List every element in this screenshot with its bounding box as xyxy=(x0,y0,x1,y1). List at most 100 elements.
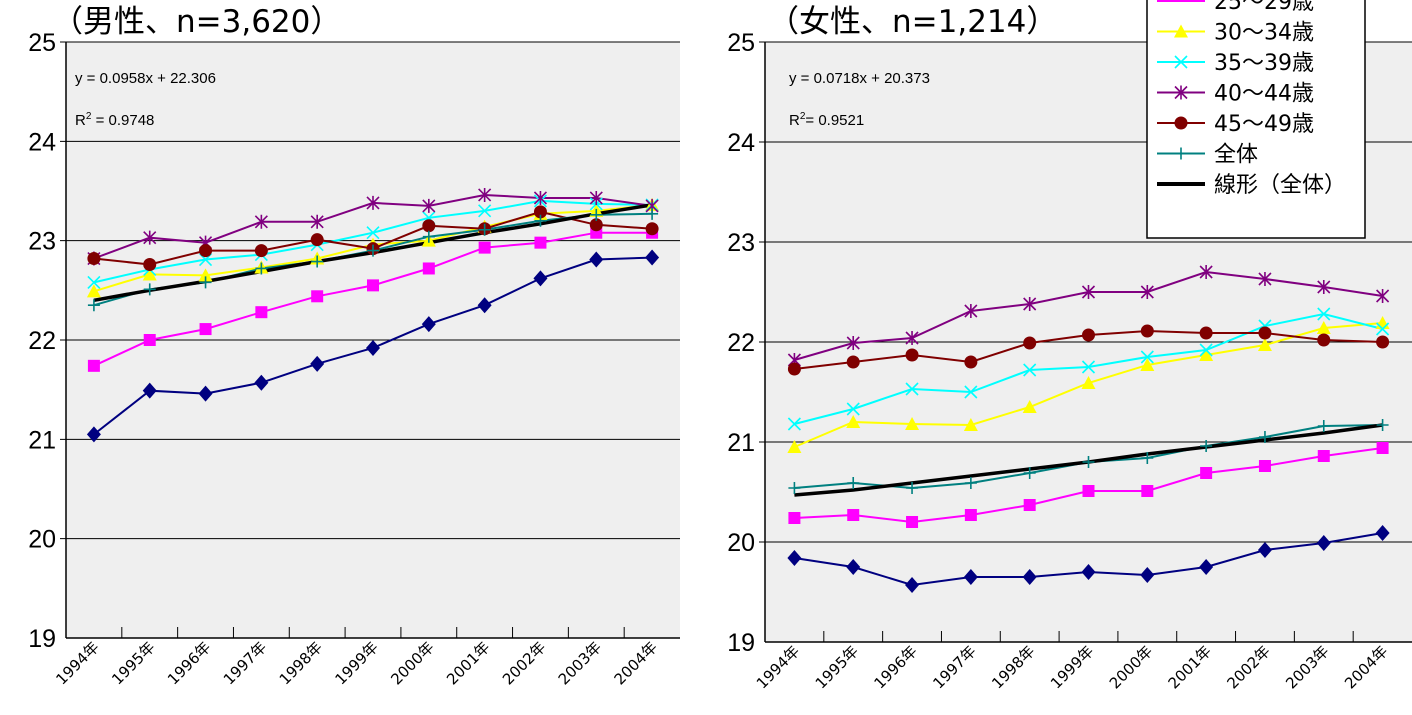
data-point-s2 xyxy=(255,306,268,319)
x-tick-label: 1996年 xyxy=(871,642,921,692)
data-point-s2 xyxy=(422,262,435,275)
data-point-total xyxy=(1376,419,1389,431)
data-point-s6 xyxy=(964,355,978,369)
data-point-total xyxy=(847,477,860,489)
data-point-s3 xyxy=(787,440,802,453)
data-point-s5 xyxy=(589,190,603,205)
data-point-total xyxy=(1023,467,1036,479)
data-point-s1 xyxy=(589,251,604,268)
y-tick-label: 19 xyxy=(28,625,56,653)
data-point-s6 xyxy=(533,205,547,219)
data-point-s4 xyxy=(905,382,919,396)
data-point-s2 xyxy=(1258,460,1271,472)
data-point-total xyxy=(422,230,435,243)
y-tick-label: 22 xyxy=(727,329,755,357)
data-point-s4 xyxy=(1081,360,1096,374)
data-point-s4 xyxy=(366,226,380,240)
data-point-s1 xyxy=(645,249,660,266)
data-point-s3 xyxy=(198,268,213,282)
data-point-s3 xyxy=(1199,348,1214,361)
y-tick-label: 20 xyxy=(727,529,755,557)
y-tick-label: 24 xyxy=(727,129,755,157)
trendline-equation-male: y = 0.0958x + 22.306 xyxy=(75,70,216,87)
data-point-s6 xyxy=(1199,326,1213,340)
data-point-s2 xyxy=(87,359,100,372)
data-point-s5 xyxy=(964,304,978,318)
data-point-total xyxy=(367,244,379,257)
data-point-s1 xyxy=(1081,564,1096,580)
data-point-s2 xyxy=(534,236,547,249)
data-point-s1 xyxy=(1257,542,1272,558)
data-point-total xyxy=(478,223,491,236)
x-tick-label: 2002年 xyxy=(499,638,549,688)
y-tick-label: 24 xyxy=(28,128,56,156)
r-squared-female: R2= 0.9521 xyxy=(789,111,864,129)
data-point-total xyxy=(1082,456,1095,468)
data-point-s6 xyxy=(422,219,436,233)
data-point-s6 xyxy=(1023,336,1037,350)
legend-marker xyxy=(1175,147,1187,160)
data-point-total xyxy=(87,299,100,312)
x-tick-label: 2004年 xyxy=(1341,642,1391,692)
data-point-s3 xyxy=(846,415,861,428)
y-tick-label: 19 xyxy=(727,629,755,657)
data-point-s1 xyxy=(905,577,920,593)
data-point-s3 xyxy=(86,284,101,298)
data-point-s1 xyxy=(1316,535,1331,551)
data-point-s5 xyxy=(1258,272,1272,286)
data-point-s1 xyxy=(1199,559,1214,575)
y-tick-label: 21 xyxy=(28,426,56,454)
data-point-s1 xyxy=(787,550,802,566)
y-tick-label: 25 xyxy=(727,29,755,57)
data-point-s6 xyxy=(143,258,157,272)
chart-title-male: （男性、n=3,620） xyxy=(52,4,341,40)
data-point-s1 xyxy=(1022,569,1037,585)
data-point-s1 xyxy=(142,382,157,399)
x-tick-label: 2003年 xyxy=(1282,642,1332,692)
r-squared-value: = 0.9521 xyxy=(805,112,864,129)
legend-marker xyxy=(1174,116,1188,130)
legend-label: 35～39歳 xyxy=(1214,51,1314,76)
data-point-s4 xyxy=(846,402,860,416)
data-point-total xyxy=(534,214,547,227)
data-point-s2 xyxy=(1023,499,1036,511)
data-point-s1 xyxy=(366,339,380,356)
y-tick-label: 21 xyxy=(727,429,755,457)
legend-marker xyxy=(1174,55,1188,69)
data-point-s5 xyxy=(533,190,548,205)
x-tick-label: 1999年 xyxy=(331,638,381,688)
data-point-s2 xyxy=(478,241,491,254)
x-tick-label: 1995年 xyxy=(108,638,158,688)
x-tick-label: 2003年 xyxy=(555,638,605,688)
data-point-s3 xyxy=(142,267,157,281)
data-point-s2 xyxy=(1317,450,1330,462)
data-point-s3 xyxy=(1257,338,1272,351)
data-point-s5 xyxy=(310,214,324,229)
data-point-s1 xyxy=(254,374,269,391)
data-point-s5 xyxy=(1081,285,1096,299)
data-point-total xyxy=(906,482,919,494)
data-point-s3 xyxy=(1316,321,1331,334)
data-point-s4 xyxy=(87,275,101,289)
legend-marker xyxy=(1174,24,1188,38)
y-tick-label: 23 xyxy=(28,228,56,256)
data-point-s4 xyxy=(1023,363,1037,377)
data-point-s5 xyxy=(1199,265,1213,279)
data-point-total xyxy=(590,208,603,221)
x-tick-label: 1996年 xyxy=(164,638,214,688)
data-point-s2 xyxy=(1376,442,1389,454)
data-point-s5 xyxy=(905,331,919,345)
data-point-s4 xyxy=(478,204,492,218)
legend-label: 30～34歳 xyxy=(1214,21,1314,46)
data-point-s5 xyxy=(366,195,380,210)
data-point-s1 xyxy=(198,385,213,402)
data-point-total xyxy=(199,276,212,289)
data-point-s5 xyxy=(254,214,268,229)
data-point-s6 xyxy=(1376,335,1390,349)
data-point-s3 xyxy=(1140,358,1155,371)
data-point-s6 xyxy=(1140,324,1154,338)
data-point-s5 xyxy=(1317,280,1331,294)
data-point-total xyxy=(646,207,659,220)
